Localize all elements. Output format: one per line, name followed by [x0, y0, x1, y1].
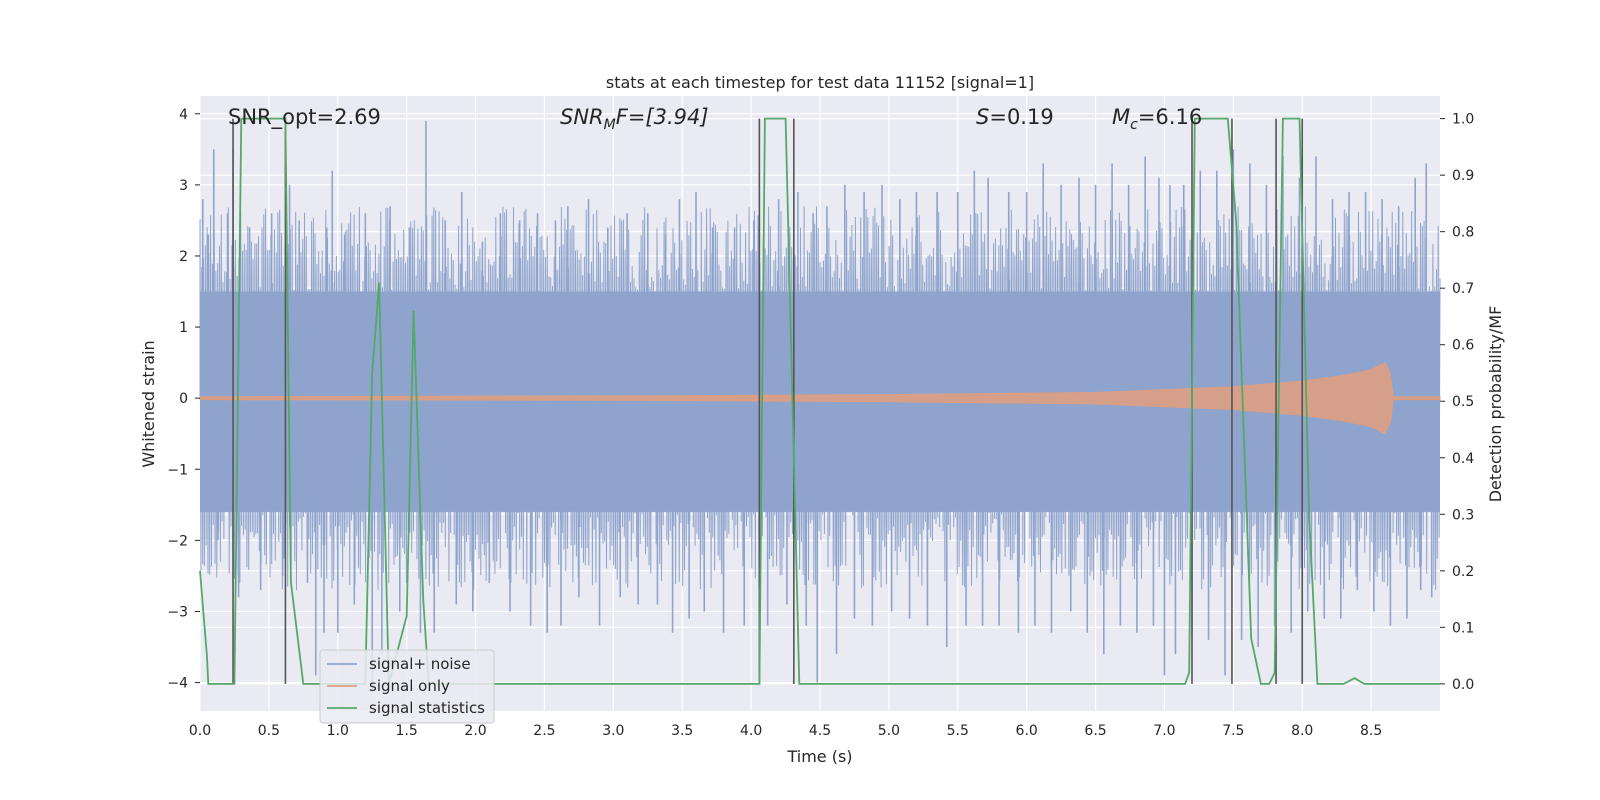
x-tick-label: 1.5 — [396, 723, 418, 739]
x-tick-label: 7.5 — [1222, 723, 1244, 739]
legend-box — [319, 649, 495, 724]
y-tick-label: 2 — [179, 249, 188, 265]
x-tick-label: 2.5 — [533, 723, 555, 739]
y-tick-label: 1 — [179, 320, 188, 336]
y-tick-label: 0 — [179, 391, 188, 407]
x-tick-label: 6.5 — [1084, 723, 1106, 739]
signal-statistics-series — [199, 117, 1440, 685]
x-tick-label: 4.0 — [740, 723, 762, 739]
x-tick-label: 5.5 — [947, 723, 969, 739]
y2-tick-label: 0.3 — [1452, 507, 1474, 523]
y2-axis-label: Detection probability/MF — [1486, 306, 1505, 503]
signal-only-envelope — [199, 361, 1441, 435]
annotation-mc-sub: c — [1130, 117, 1138, 133]
x-tick-label: 3.5 — [671, 723, 693, 739]
legend-label-signal-only: signal only — [369, 677, 450, 695]
annotation-s-main: S — [976, 105, 989, 129]
annotation-mc: Mc=6.16 — [1112, 105, 1202, 133]
legend: signal+ noise signal only signal statist… — [319, 649, 495, 724]
x-tick-label: 8.5 — [1360, 723, 1382, 739]
signal-only-series — [199, 361, 1441, 435]
y2-tick-label: 0.4 — [1452, 451, 1474, 467]
x-axis-ticks: 0.0 0.5 1.0 1.5 2.0 2.5 3.0 3.5 4.0 4.5 5.0 5.5 6.0 6… — [189, 723, 1382, 739]
x-axis-label: Time (s) — [786, 747, 852, 766]
x-tick-label: 7.0 — [1153, 723, 1175, 739]
y2-tick-label: 0.6 — [1452, 338, 1474, 354]
annotation-snr-mf-sub: M — [604, 117, 616, 133]
legend-label-signal-statistics: signal statistics — [369, 699, 485, 717]
y-tick-label: 4 — [179, 107, 188, 123]
annotation-snr-mf-main: SNR — [560, 105, 604, 129]
annotation-snr-opt: SNR_opt=2.69 — [228, 105, 381, 130]
x-tick-label: 1.0 — [327, 723, 349, 739]
annotation-s: S=0.19 — [976, 105, 1054, 129]
y-axis-label: Whitened strain — [139, 340, 158, 467]
y2-tick-label: 1.0 — [1452, 112, 1474, 128]
y-tick-label: 3 — [179, 178, 188, 194]
x-tick-label: 5.0 — [878, 723, 900, 739]
annotation-snr-mf: SNRMF=[3.94] — [560, 105, 709, 133]
annotation-snr-mf-rest: F=[3.94] — [616, 105, 709, 129]
chart-title: stats at each timestep for test data 111… — [606, 73, 1034, 92]
y2-tick-label: 0.7 — [1452, 281, 1474, 297]
y-axis-ticks: −4 −3 −2 −1 0 1 2 3 4 — [167, 107, 200, 692]
y-tick-label: −3 — [167, 604, 188, 620]
y2-tick-label: 0.8 — [1452, 225, 1474, 241]
annotation-s-rest: =0.19 — [989, 105, 1053, 129]
x-tick-label: 0.5 — [258, 723, 280, 739]
signal-statistics-line — [199, 117, 1440, 685]
y2-tick-label: 0.9 — [1452, 168, 1474, 184]
x-tick-label: 0.0 — [189, 723, 211, 739]
x-tick-label: 6.0 — [1016, 723, 1038, 739]
y2-tick-label: 0.0 — [1452, 677, 1474, 693]
x-tick-label: 4.5 — [809, 723, 831, 739]
y2-axis-ticks: 0.0 0.1 0.2 0.3 0.4 0.5 0.6 0.7 0.8 0.9 1.0 — [1440, 112, 1474, 693]
x-tick-label: 2.0 — [464, 723, 486, 739]
y2-tick-label: 0.5 — [1452, 394, 1474, 410]
y-tick-label: −1 — [167, 462, 188, 478]
y-tick-label: −2 — [167, 533, 188, 549]
y2-tick-label: 0.2 — [1452, 564, 1474, 580]
x-tick-label: 8.0 — [1291, 723, 1313, 739]
y2-tick-label: 0.1 — [1452, 620, 1474, 636]
legend-label-signal-noise: signal+ noise — [369, 655, 471, 673]
x-tick-label: 3.0 — [602, 723, 624, 739]
annotation-mc-main: M — [1112, 105, 1130, 129]
annotation-mc-rest: =6.16 — [1138, 105, 1202, 129]
y-tick-label: −4 — [167, 676, 188, 692]
